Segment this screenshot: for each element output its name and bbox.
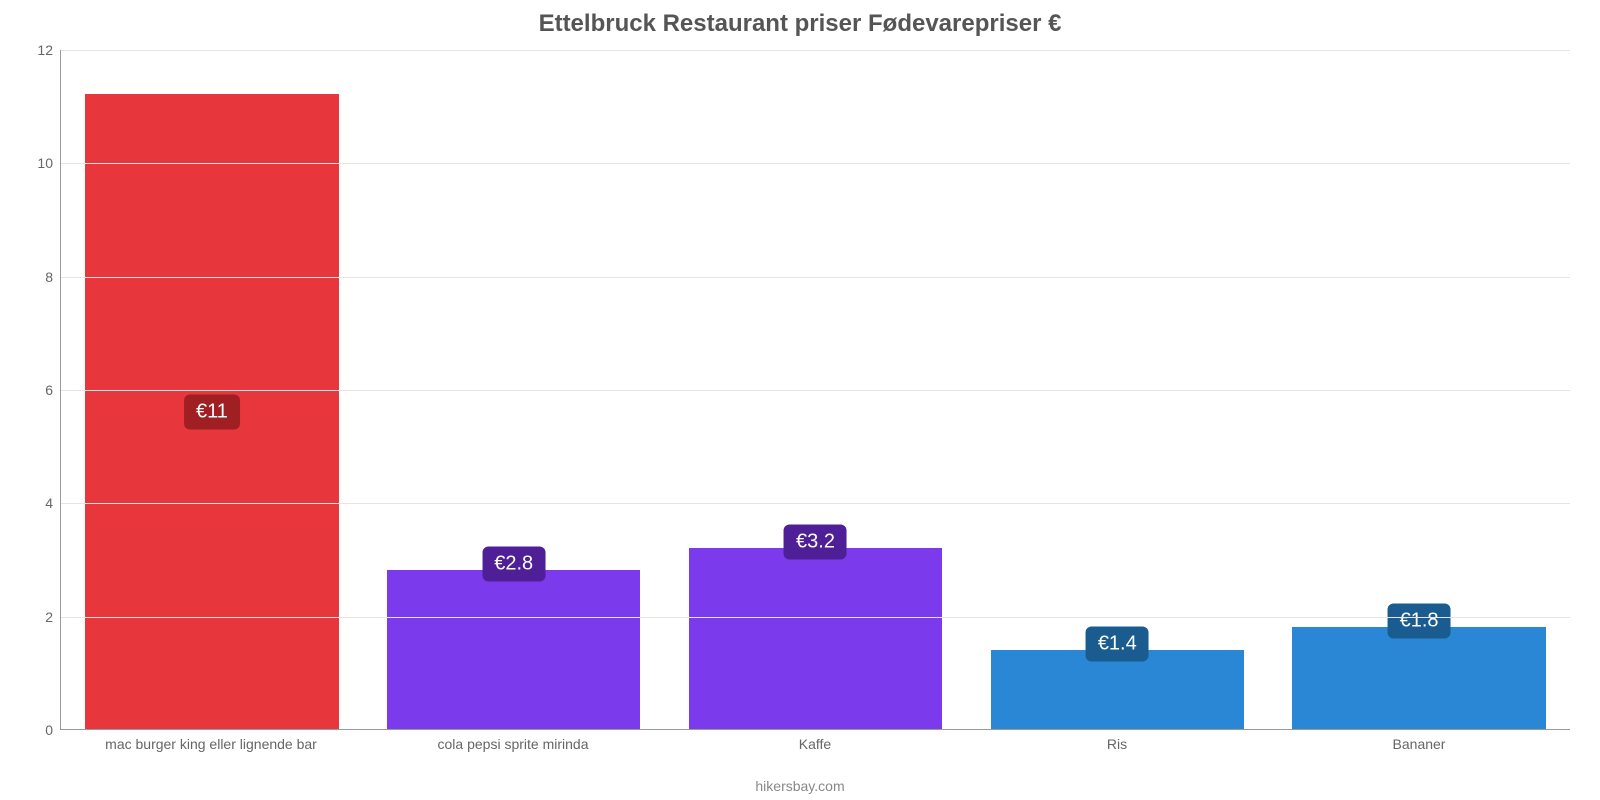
gridline [61, 503, 1570, 504]
bar: €2.8 [387, 570, 641, 729]
credit-text: hikersbay.com [0, 778, 1600, 794]
bar: €1.8 [1292, 627, 1546, 729]
bar: €1.4 [991, 650, 1245, 729]
chart-container: Ettelbruck Restaurant priser Fødevarepri… [0, 0, 1600, 800]
x-tick-label: Kaffe [664, 730, 966, 752]
x-tick-label: Bananer [1268, 730, 1570, 752]
x-tick-label: mac burger king eller lignende bar [60, 730, 362, 752]
value-badge: €1.8 [1388, 604, 1451, 639]
y-tick-label: 10 [37, 155, 53, 171]
gridline [61, 390, 1570, 391]
y-tick-label: 4 [45, 495, 53, 511]
value-badge: €3.2 [784, 524, 847, 559]
bar: €11 [85, 94, 339, 729]
value-badge: €11 [184, 394, 240, 429]
bar: €3.2 [689, 548, 943, 729]
y-tick-label: 2 [45, 609, 53, 625]
y-tick-label: 6 [45, 382, 53, 398]
gridline [61, 277, 1570, 278]
gridline [61, 50, 1570, 51]
value-badge: €2.8 [482, 547, 545, 582]
y-tick-label: 0 [45, 722, 53, 738]
gridline [61, 163, 1570, 164]
plot-area: €11€2.8€3.2€1.4€1.8 024681012 [60, 50, 1570, 730]
y-tick-label: 8 [45, 269, 53, 285]
y-tick-label: 12 [37, 42, 53, 58]
x-tick-label: Ris [966, 730, 1268, 752]
x-axis-labels: mac burger king eller lignende barcola p… [60, 730, 1570, 752]
chart-title: Ettelbruck Restaurant priser Fødevarepri… [0, 10, 1600, 38]
value-badge: €1.4 [1086, 626, 1149, 661]
x-tick-label: cola pepsi sprite mirinda [362, 730, 664, 752]
gridline [61, 617, 1570, 618]
